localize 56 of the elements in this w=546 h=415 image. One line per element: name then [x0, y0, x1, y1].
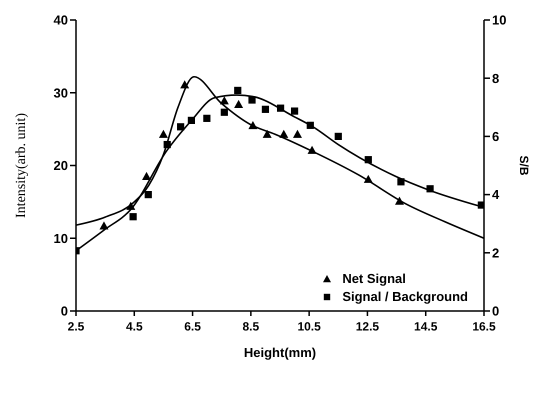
point: [394, 196, 404, 205]
point: [426, 185, 434, 192]
y2-axis-title: S/B: [516, 155, 531, 176]
point: [248, 96, 256, 104]
y2-tick-label: 0: [492, 304, 500, 319]
y-tick-label: 30: [54, 85, 68, 100]
x-tick-label: 10.5: [297, 320, 322, 334]
point: [364, 156, 372, 164]
point: [142, 172, 152, 180]
point: [177, 123, 184, 130]
point: [276, 104, 284, 112]
point: [334, 132, 342, 140]
point: [164, 140, 171, 148]
point: [397, 178, 405, 186]
x-tick-label: 4.5: [126, 320, 143, 334]
x-tick-label: 16.5: [472, 320, 496, 334]
point: [308, 146, 317, 154]
point: [306, 122, 314, 129]
y2-tick-label: 8: [492, 70, 500, 86]
point: [220, 108, 228, 116]
y-tick-label: 0: [60, 304, 68, 319]
y-tick-label: 20: [54, 158, 68, 174]
point: [188, 116, 196, 124]
point: [262, 106, 270, 113]
point: [99, 221, 108, 230]
point: [130, 213, 137, 220]
point: [126, 202, 136, 210]
point: [144, 191, 152, 198]
point: [364, 174, 373, 183]
y2-tick-label: 2: [492, 245, 500, 260]
point: [262, 130, 272, 138]
x-tick-label: 14.5: [414, 320, 438, 334]
x-tick-label: 8.5: [242, 320, 260, 334]
point: [158, 130, 168, 138]
point: [234, 100, 244, 108]
y-tick-label: 40: [54, 12, 68, 28]
point: [180, 80, 190, 88]
point: [478, 201, 484, 209]
point: [290, 107, 298, 115]
point: [279, 130, 288, 138]
y2-tick-label: 4: [492, 187, 500, 202]
point: [203, 114, 210, 122]
x-tick-label: 2.5: [68, 320, 85, 334]
legend-label: Net Signal: [342, 271, 406, 286]
x-tick-label: 6.5: [184, 320, 202, 334]
y2-tick-label: 6: [492, 129, 500, 144]
y-axis-title: Intensity(arb. unit): [14, 112, 29, 218]
point: [248, 120, 258, 130]
x-axis-title: Height(mm): [244, 345, 316, 360]
x-tick-label: 12.5: [356, 320, 380, 334]
y2-tick-label: 10: [492, 12, 506, 28]
y-tick-label: 10: [54, 230, 68, 246]
point: [234, 86, 242, 94]
point: [292, 130, 302, 138]
point: [220, 96, 229, 104]
legend-label: Signal / Background: [342, 289, 468, 304]
